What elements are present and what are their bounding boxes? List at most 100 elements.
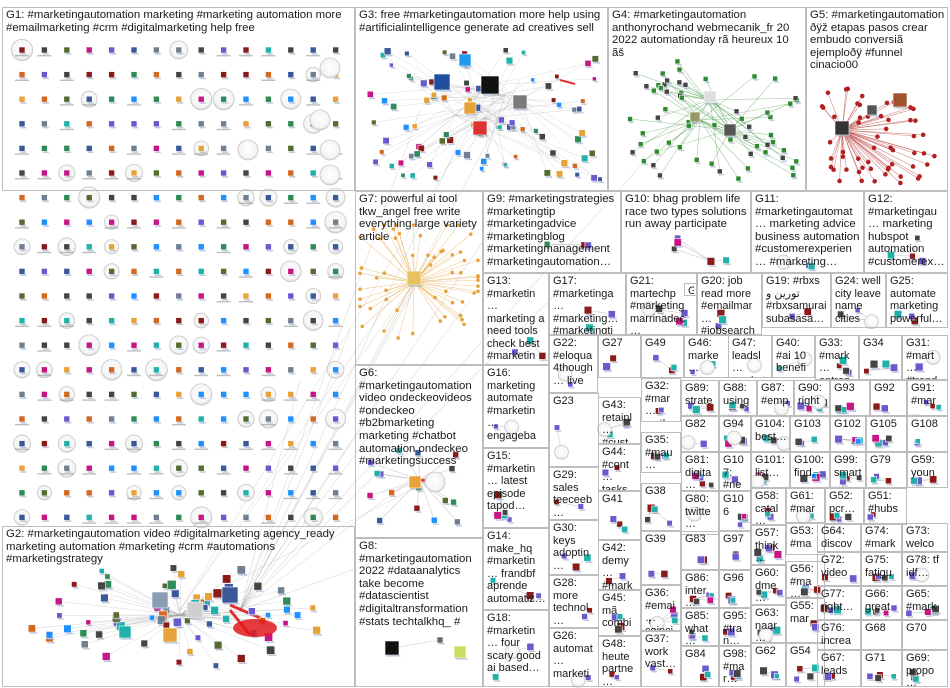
self-loop-ring bbox=[554, 444, 569, 460]
node-shadow bbox=[801, 482, 810, 484]
g5-node bbox=[837, 178, 842, 184]
g1-node bbox=[63, 514, 71, 521]
node-shadow bbox=[214, 597, 224, 600]
node-shadow bbox=[508, 522, 514, 524]
group-box-g35: G35: #mau… mauv… bbox=[641, 432, 681, 473]
g7-node bbox=[358, 235, 362, 239]
node-shadow bbox=[884, 615, 891, 618]
node-shadow bbox=[731, 603, 738, 605]
g1-node bbox=[197, 440, 205, 447]
node-shadow bbox=[311, 348, 318, 350]
g5-edge bbox=[841, 119, 889, 131]
node-shadow bbox=[177, 225, 184, 227]
node-caption bbox=[104, 178, 119, 180]
node-shadow bbox=[177, 664, 184, 667]
g3-edge bbox=[442, 99, 521, 142]
node-shadow bbox=[65, 372, 72, 375]
node-caption bbox=[37, 473, 52, 475]
g7-edge bbox=[396, 281, 415, 311]
group-box-g11: G11: #marketingautomat… marketing advice… bbox=[751, 191, 864, 273]
node-shadow bbox=[42, 323, 49, 326]
node-shadow bbox=[512, 129, 518, 132]
node-caption bbox=[127, 497, 141, 500]
g5-edge bbox=[841, 129, 875, 182]
group-box-g47: G47: leadsl… market… bbox=[728, 335, 772, 378]
g1-node bbox=[108, 341, 115, 349]
group-box-g50: G50 bbox=[684, 283, 697, 296]
g5-node bbox=[910, 164, 916, 169]
node-shadow bbox=[579, 509, 586, 511]
node-shadow bbox=[661, 76, 667, 78]
node-shadow bbox=[771, 443, 779, 446]
node-shadow bbox=[701, 447, 709, 449]
node-shadow bbox=[762, 598, 770, 600]
node-shadow bbox=[616, 632, 624, 635]
group-label-g61: G61: #mar… bbox=[790, 490, 817, 523]
node-shadow bbox=[642, 163, 648, 166]
node-shadow bbox=[435, 90, 452, 92]
g3-node bbox=[409, 172, 416, 179]
node-shadow bbox=[177, 471, 184, 473]
g3-edge bbox=[373, 99, 521, 123]
g1-node bbox=[220, 218, 227, 226]
node-shadow bbox=[132, 225, 139, 227]
g7-node bbox=[476, 278, 480, 283]
node-shadow bbox=[551, 156, 558, 158]
node-shadow bbox=[763, 480, 771, 483]
cluster-node bbox=[613, 674, 620, 680]
node-shadow bbox=[42, 422, 49, 424]
g1-node bbox=[332, 341, 339, 349]
node-shadow bbox=[821, 406, 829, 409]
node-shadow bbox=[20, 323, 27, 326]
group-label-g85: G85: what… bbox=[685, 610, 712, 646]
self-loop-ring bbox=[686, 506, 702, 522]
g7-node bbox=[393, 236, 398, 240]
node-shadow bbox=[757, 595, 764, 597]
group-box-g66: G66: great bbox=[861, 586, 902, 620]
g5-edge bbox=[841, 129, 920, 177]
node-shadow bbox=[482, 94, 501, 96]
node-shadow bbox=[65, 520, 72, 522]
node-shadow bbox=[266, 274, 273, 276]
node-shadow bbox=[678, 72, 684, 74]
g7-node bbox=[377, 236, 382, 241]
g5-node bbox=[913, 118, 918, 123]
node-shadow bbox=[99, 589, 107, 592]
g1-node bbox=[197, 391, 205, 398]
node-shadow bbox=[42, 397, 49, 399]
node-shadow bbox=[120, 638, 133, 640]
g1-node bbox=[309, 366, 317, 374]
node-shadow bbox=[701, 680, 709, 683]
group-label-g11: G11: #marketingautomat… marketing advice… bbox=[755, 193, 860, 268]
node-shadow bbox=[846, 481, 852, 483]
g1-node bbox=[41, 292, 48, 300]
g7-node bbox=[476, 258, 480, 263]
node-shadow bbox=[199, 372, 206, 375]
g1-node bbox=[175, 268, 183, 275]
self-loop-ring bbox=[925, 349, 941, 365]
group-box-g64: G64: discov… bbox=[817, 523, 861, 552]
node-shadow bbox=[577, 111, 584, 114]
node-shadow bbox=[207, 626, 214, 629]
g1-node bbox=[85, 464, 93, 472]
node-shadow bbox=[222, 176, 229, 178]
group-label-g64: G64: discov… bbox=[821, 525, 853, 551]
node-shadow bbox=[428, 167, 435, 170]
group-label-g23: G23 bbox=[553, 395, 574, 407]
cluster-node bbox=[849, 574, 858, 583]
group-box-g40: G40: #ai 10 benefi… bbox=[772, 335, 815, 378]
node-caption bbox=[15, 325, 29, 327]
node-shadow bbox=[532, 81, 537, 84]
g7-node bbox=[476, 284, 480, 288]
node-shadow bbox=[444, 137, 451, 140]
node-caption bbox=[239, 448, 253, 450]
g1-node bbox=[265, 464, 272, 472]
node-shadow bbox=[495, 519, 503, 521]
node-shadow bbox=[466, 92, 472, 94]
node-shadow bbox=[851, 582, 859, 584]
node-caption bbox=[328, 448, 343, 450]
group-label-g88: G88: using… bbox=[723, 382, 750, 416]
g3-edge bbox=[469, 85, 549, 101]
group-box-g81: G81: digita… bbox=[681, 452, 719, 491]
g5-node bbox=[871, 145, 877, 151]
